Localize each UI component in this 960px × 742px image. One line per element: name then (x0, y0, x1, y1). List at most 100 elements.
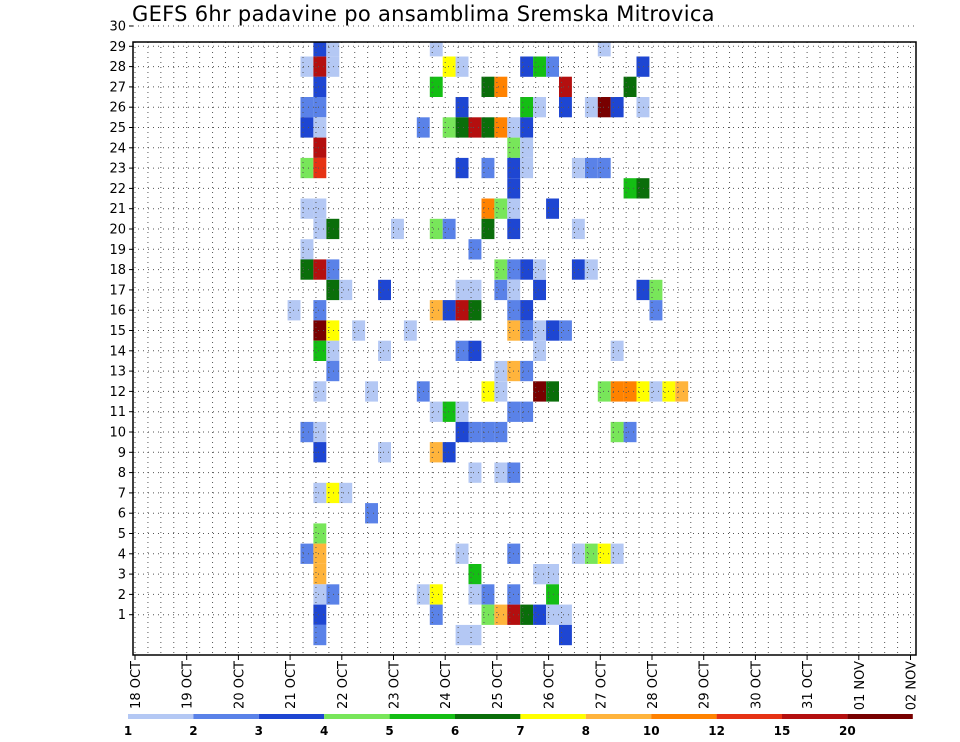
heatmap-cell (300, 421, 314, 443)
x-tick-label: 26 OCT (543, 661, 558, 709)
heatmap-cell (313, 42, 327, 57)
labels-layer: 1234567891011121314151617181920212223242… (109, 20, 919, 711)
heatmap-cell (520, 604, 534, 625)
heatmap-cell (326, 42, 340, 57)
colorbar-label: 1 (124, 724, 132, 738)
x-tick-label: 25 OCT (491, 661, 506, 709)
heatmap-cell (520, 259, 534, 280)
colorbar-label: 7 (516, 724, 524, 738)
heatmap-cell (313, 523, 327, 544)
heatmap-cell (429, 442, 443, 463)
heatmap-cell (533, 604, 546, 625)
heatmap-cell (559, 604, 572, 625)
heatmap-cell (313, 543, 327, 564)
x-tick-label: 31 OCT (801, 661, 816, 709)
heatmap-cell (442, 218, 456, 240)
colorbar-label: 2 (189, 724, 197, 738)
heatmap-cell (313, 624, 327, 646)
heatmap-cell (494, 381, 508, 402)
colorbar-label: 20 (839, 724, 856, 738)
colorbar-swatch (455, 714, 521, 719)
heatmap-cell (429, 604, 443, 625)
heatmap-cell (455, 97, 469, 118)
heatmap-cell (623, 76, 637, 97)
heatmap-cell (468, 117, 482, 138)
colorbar-label: 3 (255, 724, 263, 738)
heatmap-cell (533, 340, 546, 361)
heatmap-cell (429, 76, 443, 97)
heatmap-cell (429, 401, 443, 422)
colorbar-swatch (389, 714, 455, 719)
heatmap-cell (649, 300, 663, 321)
heatmap-cell (429, 218, 443, 240)
heatmap-cell (455, 401, 469, 422)
heatmap-cell (313, 340, 327, 361)
heatmap-cell (403, 320, 417, 341)
heatmap-cell (313, 381, 327, 402)
heatmap-cell (326, 584, 340, 605)
x-tick-label: 27 OCT (594, 661, 609, 709)
y-tick-label: 29 (109, 40, 126, 55)
heatmap-cell (559, 97, 572, 118)
heatmap-cell (481, 381, 495, 402)
y-tick-label: 4 (118, 547, 126, 562)
heatmap-cell (455, 279, 469, 301)
heatmap-cell (468, 279, 482, 301)
y-tick-label: 30 (109, 20, 126, 35)
colorbar-swatch (716, 714, 782, 719)
colorbar-label: 8 (582, 724, 590, 738)
heatmap-cell (584, 259, 598, 280)
heatmap-cell (520, 360, 534, 382)
heatmap-cell (649, 279, 663, 301)
heatmap-cell (520, 157, 534, 179)
heatmap-cell (584, 543, 598, 564)
heatmap-cell (610, 421, 624, 443)
heatmap-cell (597, 543, 611, 564)
heatmap-cell (533, 259, 546, 280)
colorbar-label: 4 (320, 724, 328, 738)
heatmap-cell (300, 97, 314, 118)
y-tick-label: 11 (109, 405, 126, 420)
heatmap-cell (313, 604, 327, 625)
heatmap-cell (636, 381, 650, 402)
y-tick-label: 7 (118, 486, 126, 501)
heatmap-cell (442, 442, 456, 463)
heatmap-cell (559, 76, 572, 97)
heatmap-cell (391, 218, 404, 240)
heatmap-cell (313, 218, 327, 240)
colorbar-label: 15 (774, 724, 791, 738)
heatmap-cell (520, 300, 534, 321)
heatmap-cell (481, 218, 495, 240)
heatmap-cell (313, 482, 327, 504)
colorbar-swatch (193, 714, 259, 719)
heatmap-cell (313, 442, 327, 463)
heatmap-cell (326, 340, 340, 361)
heatmap-cell (300, 259, 314, 280)
heatmap-cell (533, 97, 546, 118)
y-tick-label: 14 (109, 344, 126, 359)
heatmap-cell (636, 279, 650, 301)
heatmap-cell (636, 97, 650, 118)
heatmap-cell (649, 381, 663, 402)
heatmap-cell (313, 117, 327, 138)
heatmap-cell (313, 300, 327, 321)
heatmap-cell (339, 482, 353, 504)
grid-layer (133, 25, 916, 655)
heatmap-cell (546, 604, 559, 625)
heatmap-cell (520, 137, 534, 158)
heatmap-cell (494, 117, 508, 138)
heatmap-cell (520, 320, 534, 341)
y-tick-label: 12 (109, 385, 126, 400)
heatmap-cell (300, 157, 314, 179)
heatmap-cell (455, 340, 469, 361)
colorbar-swatch (258, 714, 325, 719)
heatmap-cell (468, 300, 482, 321)
heatmap-cell (313, 320, 327, 341)
colorbar-swatch (520, 714, 586, 719)
colorbar-label: 10 (643, 724, 660, 738)
heatmap-cell (326, 482, 340, 504)
heatmap-cell (378, 279, 391, 301)
colorbar-swatch (782, 714, 848, 719)
x-tick-label: 24 OCT (439, 661, 454, 709)
heatmap-cell (313, 137, 327, 158)
